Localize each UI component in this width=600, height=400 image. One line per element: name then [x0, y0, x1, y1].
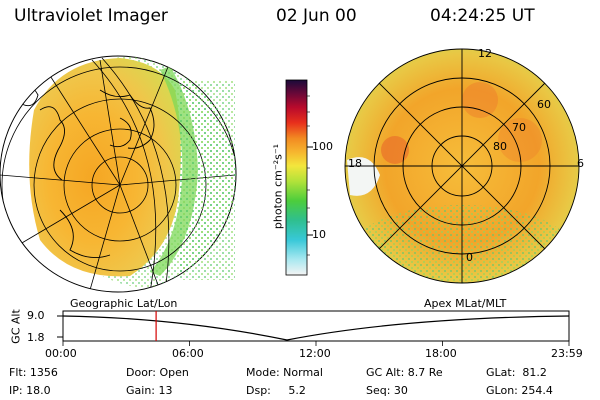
geographic-latitude: GLat: 81.2: [486, 366, 547, 379]
time-tick-2359: 23:59: [551, 347, 583, 360]
left-panel-caption: Geographic Lat/Lon: [70, 297, 178, 310]
colorbar: [285, 79, 313, 276]
right-panel-caption: Apex MLat/MLT: [424, 297, 507, 310]
time-label: 04:24:25 UT: [430, 6, 535, 26]
altitude-tick-low: 1.8: [27, 331, 45, 344]
time-tick-1200: 12:00: [299, 347, 331, 360]
ip-value: IP: 18.0: [9, 384, 51, 397]
time-tick-0000: 00:00: [45, 347, 77, 360]
time-tick-1800: 18:00: [425, 347, 457, 360]
gc-altitude: GC Alt: 8.7 Re: [366, 366, 443, 379]
time-tick-0600: 06:00: [172, 347, 204, 360]
instrument-title: Ultraviolet Imager: [14, 6, 168, 26]
mlt-label-0: 0: [466, 251, 473, 264]
altitude-ylabel: GC Alt: [9, 309, 23, 344]
door-status: Door: Open: [126, 366, 189, 379]
gain-value: Gain: 13: [126, 384, 173, 397]
sequence-number: Seq: 30: [366, 384, 408, 397]
colorbar-unit-label: photon cm⁻²s⁻¹: [271, 143, 285, 230]
lat-label-70: 70: [512, 121, 526, 134]
lat-label-80: 80: [493, 140, 507, 153]
mlt-label-12: 12: [478, 47, 492, 60]
flight-number: Flt: 1356: [9, 366, 58, 379]
altitude-tick-high: 9.0: [27, 309, 45, 322]
mlt-label-18: 18: [348, 157, 362, 170]
geographic-longitude: GLon: 254.4: [486, 384, 553, 397]
dayglow-speckle: [180, 80, 235, 280]
dsp-value: Dsp: 5.2: [246, 384, 306, 397]
mlt-label-6: 6: [577, 157, 584, 170]
magnetic-image: [344, 48, 580, 284]
altitude-strip: [57, 310, 570, 346]
colorbar-tick-100: 100: [312, 140, 333, 153]
altitude-curve: [62, 315, 570, 341]
colorbar-tick-10: 10: [312, 228, 326, 241]
lat-label-60: 60: [537, 98, 551, 111]
date-label: 02 Jun 00: [276, 6, 357, 26]
mode-value: Mode: Normal: [246, 366, 323, 379]
